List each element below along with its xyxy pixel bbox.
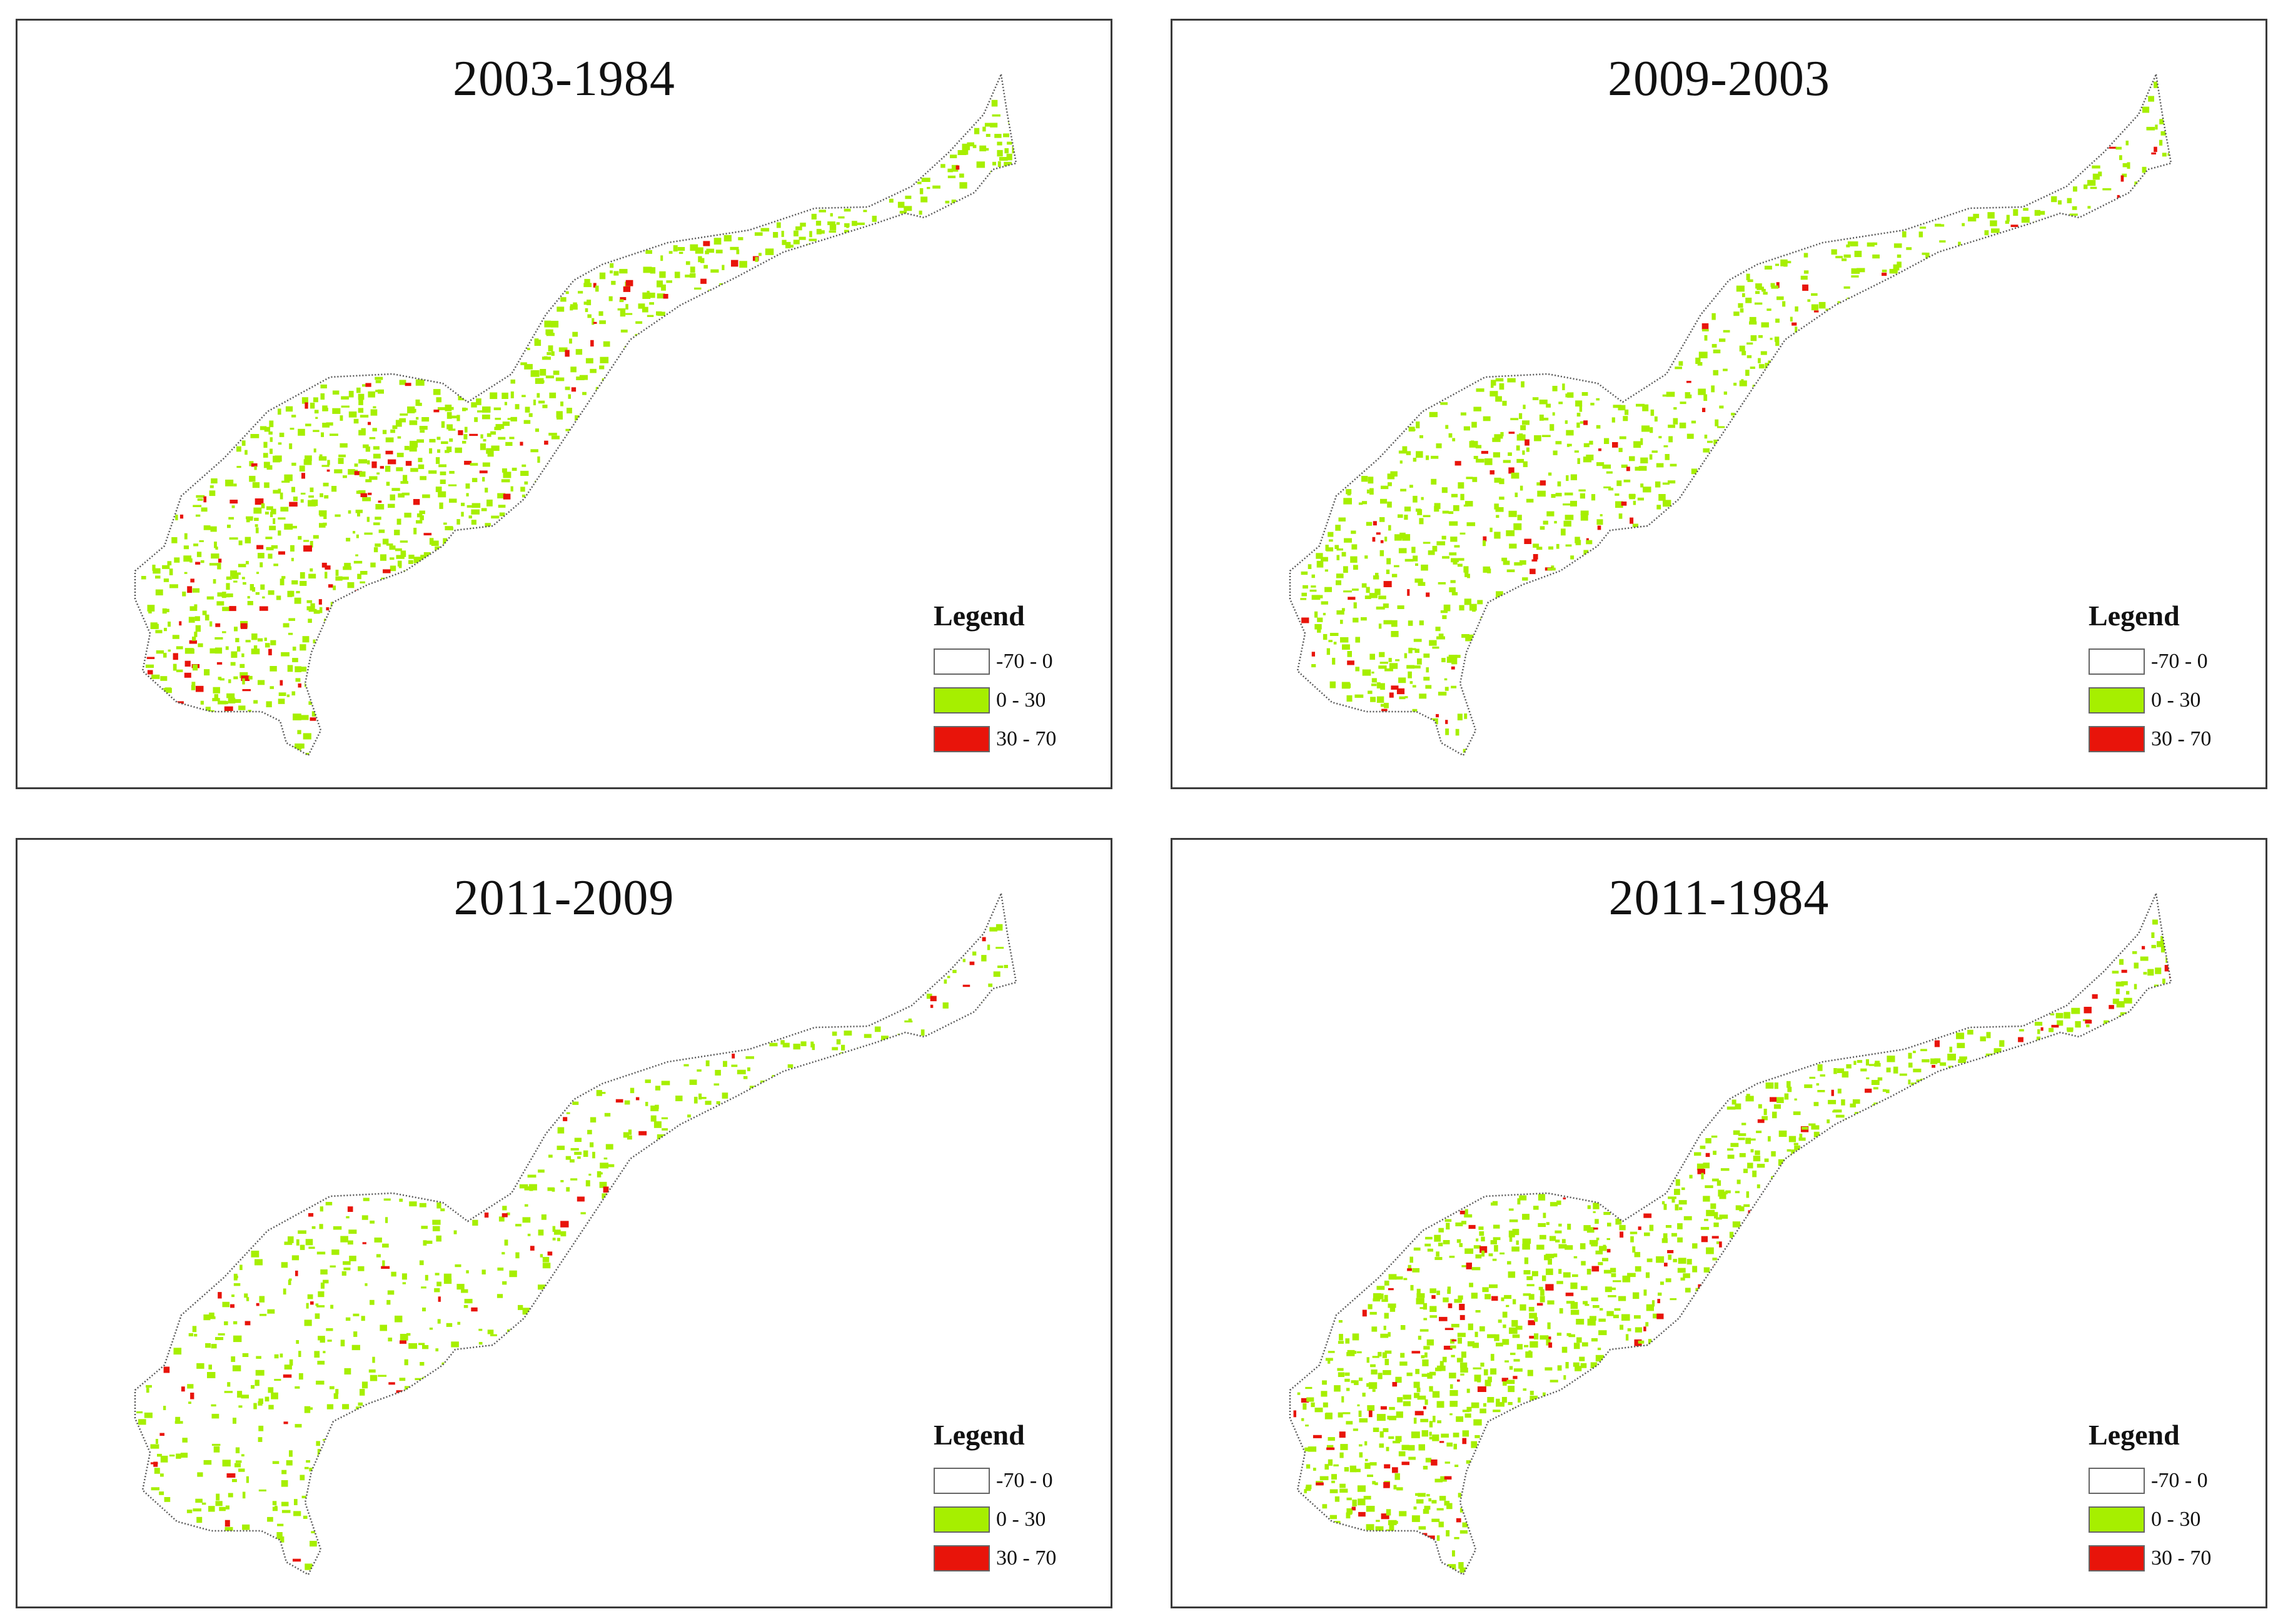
legend-swatch [2089, 1545, 2145, 1571]
legend-swatch [2089, 726, 2145, 752]
legend-entry: 0 - 30 [934, 1504, 1096, 1535]
legend-entry: 30 - 70 [934, 724, 1096, 755]
study-area-fill [135, 894, 1016, 1575]
map-title: 2009-2003 [1608, 51, 1830, 106]
legend-entry: 0 - 30 [934, 685, 1096, 716]
change-map [1289, 890, 2172, 1576]
change-map [134, 890, 1017, 1576]
legend-entry: 30 - 70 [934, 1543, 1096, 1574]
legend-label: 0 - 30 [996, 1508, 1046, 1531]
legend-label: -70 - 0 [2151, 1469, 2208, 1492]
legend: Legend -70 - 0 0 - 30 30 - 70 [934, 599, 1096, 762]
legend-swatch [934, 687, 990, 714]
map-panel: 2009-2003 Legend -70 - 0 0 - 30 30 - 70 [1171, 19, 2267, 789]
legend-swatch [934, 1468, 990, 1494]
legend-title: Legend [2089, 600, 2180, 632]
legend-label: 0 - 30 [2151, 1508, 2201, 1531]
legend-entry: 0 - 30 [2089, 1504, 2251, 1535]
map-title: 2011-1984 [1608, 870, 1830, 925]
legend-label: -70 - 0 [996, 1469, 1053, 1492]
legend-label: 30 - 70 [996, 727, 1057, 750]
legend-title: Legend [934, 600, 1025, 632]
study-area-fill [135, 74, 1016, 755]
legend-entry: -70 - 0 [934, 1465, 1096, 1496]
legend-title: Legend [2089, 1419, 2180, 1451]
legend-label: 30 - 70 [996, 1546, 1057, 1570]
legend-swatch [934, 1506, 990, 1533]
legend-entry: 30 - 70 [2089, 724, 2251, 755]
legend-label: 30 - 70 [2151, 1546, 2212, 1570]
legend: Legend -70 - 0 0 - 30 30 - 70 [934, 1418, 1096, 1581]
study-area-fill [1290, 74, 2171, 755]
legend-label: -70 - 0 [996, 650, 1053, 673]
legend-swatch [2089, 687, 2145, 714]
legend-swatch [934, 726, 990, 752]
legend-swatch [934, 648, 990, 675]
map-title: 2011-2009 [453, 870, 675, 925]
legend-swatch [2089, 1468, 2145, 1494]
legend-swatch [934, 1545, 990, 1571]
legend-entry: -70 - 0 [2089, 646, 2251, 677]
map-title: 2003-1984 [453, 51, 675, 106]
map-panel: 2011-1984 Legend -70 - 0 0 - 30 30 - 70 [1171, 838, 2267, 1608]
legend-label: 0 - 30 [996, 688, 1046, 712]
legend-entry: -70 - 0 [2089, 1465, 2251, 1496]
change-map [1289, 71, 2172, 757]
legend-entry: 30 - 70 [2089, 1543, 2251, 1574]
legend-label: -70 - 0 [2151, 650, 2208, 673]
legend-entry: -70 - 0 [934, 646, 1096, 677]
change-cells [1300, 81, 2171, 753]
legend-title: Legend [934, 1419, 1025, 1451]
map-panel: 2003-1984 Legend -70 - 0 0 - 30 30 - 70 [16, 19, 1112, 789]
legend-swatch [2089, 648, 2145, 675]
map-panel: 2011-2009 Legend -70 - 0 0 - 30 30 - 70 [16, 838, 1112, 1608]
legend-label: 30 - 70 [2151, 727, 2212, 750]
legend: Legend -70 - 0 0 - 30 30 - 70 [2089, 1418, 2251, 1581]
legend-label: 0 - 30 [2151, 688, 2201, 712]
legend-entry: 0 - 30 [2089, 685, 2251, 716]
change-map [134, 71, 1017, 757]
legend: Legend -70 - 0 0 - 30 30 - 70 [2089, 599, 2251, 762]
legend-swatch [2089, 1506, 2145, 1533]
